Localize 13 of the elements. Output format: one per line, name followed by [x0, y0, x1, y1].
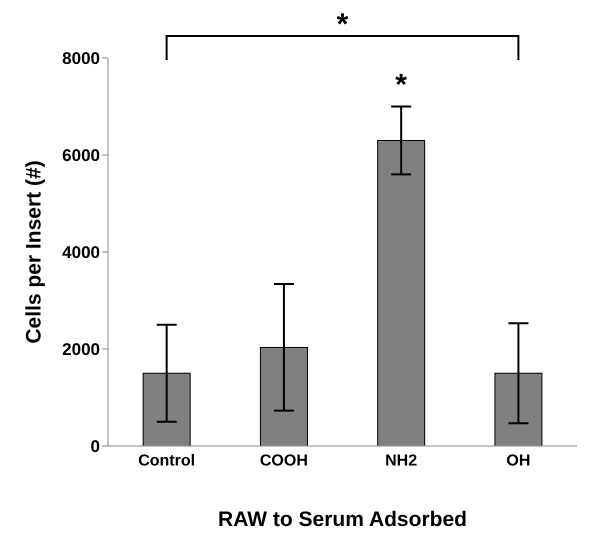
y-tick-label: 6000	[62, 146, 100, 166]
x-axis-title: RAW to Serum Adsorbed	[218, 508, 467, 531]
x-tick-label: NH2	[385, 452, 418, 470]
x-tick-label: COOH	[260, 452, 308, 470]
y-tick-label: 2000	[62, 340, 100, 360]
y-tick-label: 0	[90, 437, 100, 456]
annotation: *	[395, 68, 408, 102]
x-tick-label: Control	[138, 452, 196, 470]
text: *	[336, 8, 349, 41]
y-tick-label: 8000	[62, 49, 100, 68]
x-tick-label: OH	[506, 452, 530, 470]
y-axis-title: Cells per Insert (#)	[22, 160, 46, 344]
y-tick-label: 4000	[62, 243, 100, 262]
